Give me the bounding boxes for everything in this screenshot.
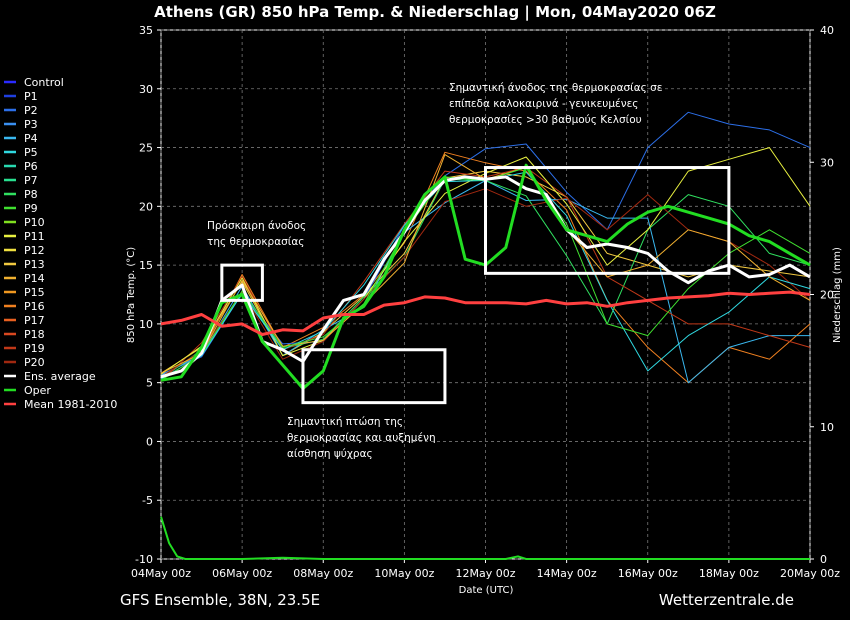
y-tick-label: 20 <box>139 200 153 213</box>
y-tick-label: 30 <box>139 83 153 96</box>
x-tick-label: 20May 00z <box>780 567 840 580</box>
legend-label-p16: P16 <box>24 300 45 313</box>
legend-label-p14: P14 <box>24 272 45 285</box>
legend-label-p4: P4 <box>24 132 38 145</box>
x-tick-label: 04May 00z <box>131 567 191 580</box>
y-tick-label: 35 <box>139 24 153 37</box>
annotation-2-line-3: αίσθηση ψύχρας <box>287 448 373 460</box>
legend-label-p18: P18 <box>24 328 45 341</box>
annotation-3-line-2: επίπεδα καλοκαιρινά - γενικευμένες <box>449 98 638 110</box>
legend-label-p20: P20 <box>24 356 45 369</box>
legend-label-p2: P2 <box>24 104 38 117</box>
annotation-2-line-1: Σημαντική πτώση της <box>287 416 403 428</box>
y2-tick-label: 0 <box>820 553 827 566</box>
y-axis-label: 850 hPa Temp. (°C) <box>126 247 137 343</box>
annotation-2: Σημαντική πτώση της θερμοκρασίας και αυξ… <box>287 416 436 460</box>
legend-label-control: Control <box>24 76 64 89</box>
series-line-mean-1981-2010 <box>160 290 811 336</box>
legend-label-p8: P8 <box>24 188 38 201</box>
y2-tick-label: 40 <box>820 24 834 37</box>
y2-tick-label: 30 <box>820 156 834 169</box>
x-tick-label: 16May 00z <box>618 567 678 580</box>
annotation-box-2 <box>301 348 447 405</box>
annotation-1: Πρόσκαιρη άνοδος της θερμοκρασίας <box>207 220 306 248</box>
annotation-box-3 <box>484 166 731 275</box>
legend-label-p3: P3 <box>24 118 38 131</box>
legend-label-p13: P13 <box>24 258 45 271</box>
y2-axis-label: Niederschlag (mm) <box>832 247 843 343</box>
y2-tick-label: 10 <box>820 421 834 434</box>
y2-axis-ticks: 0 10 20 30 40 <box>810 24 834 566</box>
y-tick-label: 15 <box>139 259 153 272</box>
annotation-3-line-3: θερμοκρασίες >30 βαθμούς Κελσίου <box>449 114 642 126</box>
annotation-1-line-2: της θερμοκρασίας <box>207 236 304 248</box>
x-axis-ticks: 04May 00z 06May 00z 08May 00z 10May 00z 12Ma… <box>131 559 840 580</box>
y-tick-label: 5 <box>146 377 153 390</box>
legend-label-mean-1981-2010: Mean 1981-2010 <box>24 398 117 411</box>
y-tick-label: -10 <box>135 553 153 566</box>
legend-label-p11: P11 <box>24 230 45 243</box>
legend-label-oper: Oper <box>24 384 51 397</box>
x-tick-label: 10May 00z <box>374 567 434 580</box>
legend-label-p10: P10 <box>24 216 45 229</box>
footer-brand: Wetterzentrale.de <box>659 591 794 609</box>
legend-label-p12: P12 <box>24 244 45 257</box>
y-tick-label: 10 <box>139 318 153 331</box>
x-axis-label: Date (UTC) <box>459 585 514 596</box>
legend-label-p17: P17 <box>24 314 45 327</box>
annotation-boxes <box>220 166 731 405</box>
y-tick-label: 0 <box>146 435 153 448</box>
y2-tick-label: 20 <box>820 289 834 302</box>
y-tick-label: -5 <box>142 494 153 507</box>
legend-label-p5: P5 <box>24 146 38 159</box>
legend-label-p7: P7 <box>24 174 38 187</box>
precipitation-line <box>160 516 810 560</box>
annotation-1-line-1: Πρόσκαιρη άνοδος <box>207 220 306 232</box>
x-tick-label: 06May 00z <box>212 567 272 580</box>
x-tick-label: 18May 00z <box>699 567 759 580</box>
legend-label-p1: P1 <box>24 90 38 103</box>
chart-title: Athens (GR) 850 hPa Temp. & Niederschlag… <box>154 3 716 22</box>
legend-label-p9: P9 <box>24 202 38 215</box>
precipitation-layer <box>160 516 810 560</box>
x-tick-label: 14May 00z <box>537 567 597 580</box>
annotation-2-line-2: θερμοκρασίας και αυξημένη <box>287 432 436 444</box>
annotation-3-line-1: Σημαντική άνοδος της θερμοκρασίας σε <box>449 82 662 94</box>
series-line-p2 <box>160 111 811 375</box>
annotation-box-1 <box>220 263 264 302</box>
x-tick-label: 12May 00z <box>455 567 515 580</box>
legend: ControlP1P2P3P4P5P6P7P8P9P10P11P12P13P14… <box>4 76 117 411</box>
y-tick-label: 25 <box>139 142 153 155</box>
footer-source: GFS Ensemble, 38N, 23.5E <box>120 591 320 609</box>
annotation-3: Σημαντική άνοδος της θερμοκρασίας σε επί… <box>449 82 662 126</box>
x-tick-label: 08May 00z <box>293 567 353 580</box>
legend-label-ens-average: Ens. average <box>24 370 96 383</box>
legend-label-p6: P6 <box>24 160 38 173</box>
legend-label-p19: P19 <box>24 342 45 355</box>
y-axis-ticks: -10 -5 0 5 10 15 20 25 30 35 <box>135 24 161 566</box>
legend-label-p15: P15 <box>24 286 45 299</box>
